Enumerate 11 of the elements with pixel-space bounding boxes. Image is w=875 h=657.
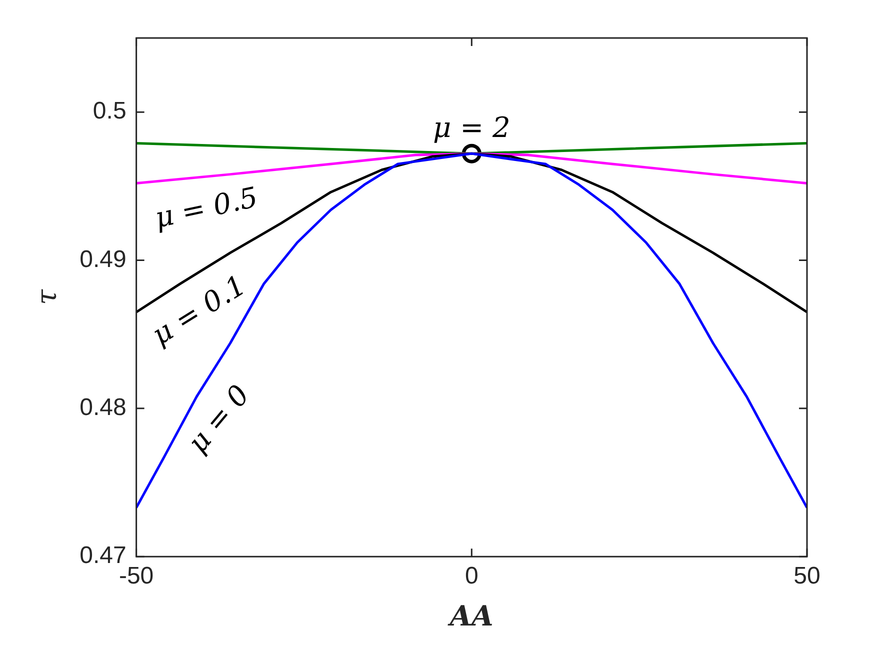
- series-label: μ = 2: [433, 111, 510, 144]
- x-tick-label: 50: [794, 562, 820, 590]
- y-tick-label: 0.48: [80, 394, 126, 422]
- x-axis-title: AA: [446, 599, 494, 632]
- y-axis-title: τ: [30, 289, 64, 306]
- text: μ = 0.5: [152, 180, 261, 234]
- text: μ = 0: [180, 378, 256, 459]
- x-tick-label: 0: [464, 562, 478, 590]
- y-tick-label: 0.49: [80, 246, 126, 273]
- text: μ = 0.1: [146, 268, 252, 352]
- y-tick-label: 0.5: [92, 98, 126, 125]
